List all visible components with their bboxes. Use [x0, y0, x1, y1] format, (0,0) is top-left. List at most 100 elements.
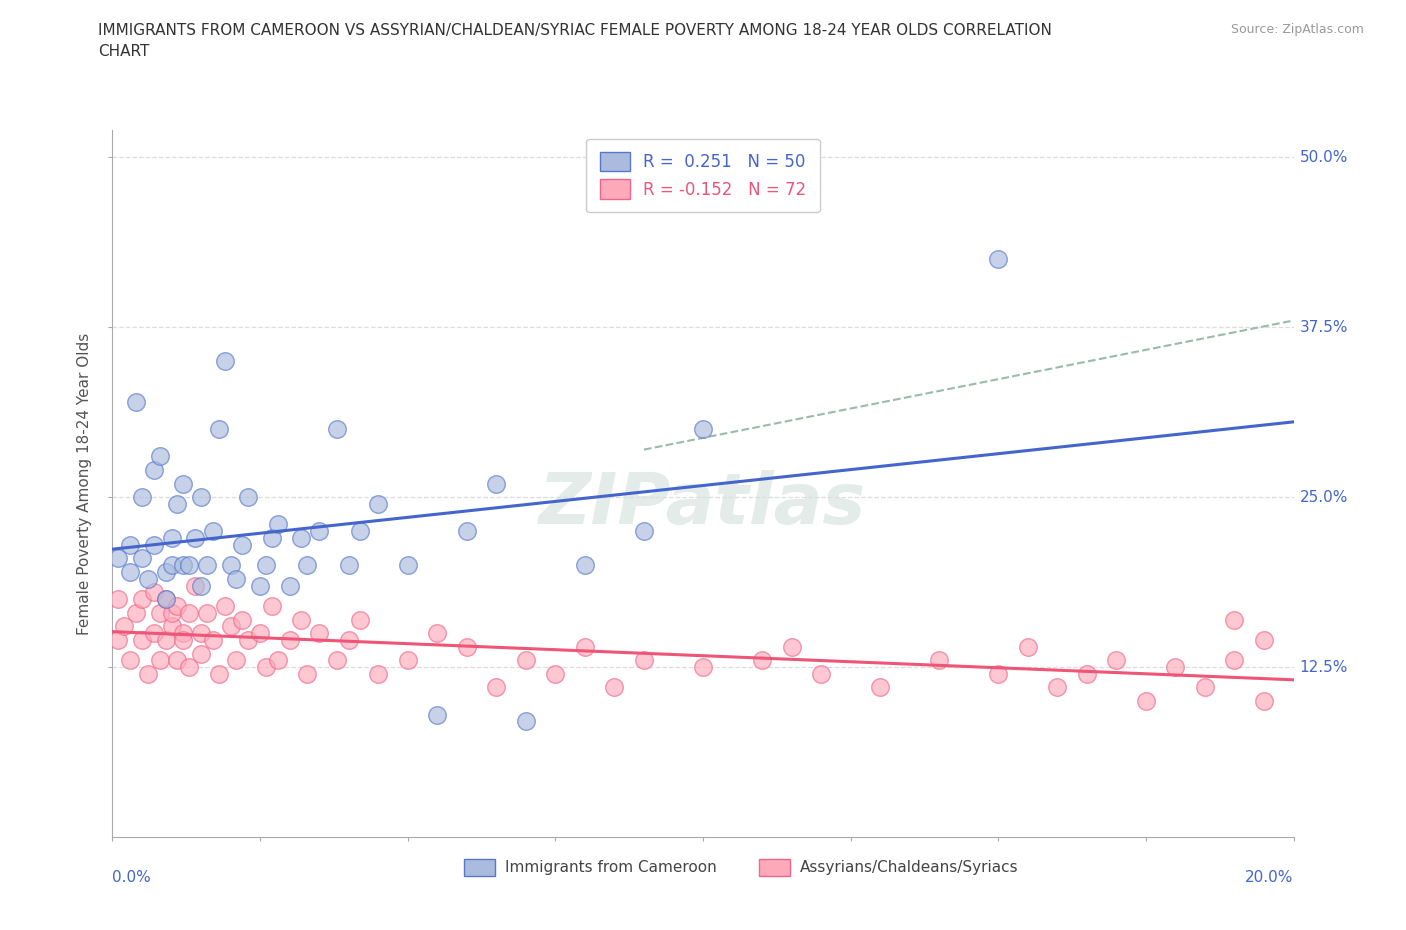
Point: [1253, 694, 1275, 709]
Point: [278, 632, 301, 647]
Point: [172, 632, 194, 647]
Point: [1253, 632, 1275, 647]
Point: [249, 626, 271, 641]
Point: [810, 667, 832, 682]
Point: [142, 538, 165, 552]
Point: [1223, 653, 1246, 668]
Point: [1017, 639, 1039, 654]
Point: [120, 565, 142, 579]
Point: [780, 639, 803, 654]
Point: [195, 558, 218, 573]
Point: [1046, 680, 1069, 695]
Point: [308, 524, 330, 538]
Point: [574, 639, 596, 654]
Point: [195, 605, 218, 620]
Point: [125, 605, 148, 620]
Point: [160, 618, 183, 633]
Point: [1135, 694, 1157, 709]
Point: [120, 538, 142, 552]
Point: [219, 618, 242, 633]
Point: [238, 490, 260, 505]
Point: [633, 524, 655, 538]
Point: [107, 632, 129, 647]
Point: [692, 659, 714, 674]
Point: [278, 578, 301, 593]
Point: [297, 667, 319, 682]
Point: [290, 612, 312, 627]
Point: [238, 632, 260, 647]
Point: [574, 558, 596, 573]
Point: [142, 462, 165, 477]
Text: ZIPatlas: ZIPatlas: [540, 471, 866, 539]
Point: [172, 476, 194, 491]
Text: 25.0%: 25.0%: [1299, 490, 1348, 505]
Point: [751, 653, 773, 668]
Point: [131, 551, 153, 565]
Text: Immigrants from Cameroon: Immigrants from Cameroon: [505, 860, 717, 875]
Point: [260, 530, 283, 545]
Point: [367, 667, 389, 682]
Point: [297, 558, 319, 573]
Text: 37.5%: 37.5%: [1299, 320, 1348, 335]
Point: [308, 626, 330, 641]
Point: [1105, 653, 1128, 668]
Point: [155, 632, 177, 647]
Point: [190, 626, 212, 641]
Point: [208, 422, 231, 437]
Point: [131, 490, 153, 505]
Point: [208, 667, 231, 682]
Point: [184, 578, 207, 593]
Point: [172, 558, 194, 573]
Text: Assyrians/Chaldeans/Syriacs: Assyrians/Chaldeans/Syriacs: [800, 860, 1018, 875]
Text: 12.5%: 12.5%: [1299, 659, 1348, 674]
Point: [131, 591, 153, 606]
Point: [633, 653, 655, 668]
Text: 50.0%: 50.0%: [1299, 150, 1348, 165]
Point: [155, 591, 177, 606]
Point: [367, 497, 389, 512]
Point: [184, 530, 207, 545]
Point: [225, 653, 247, 668]
Point: [142, 626, 165, 641]
Point: [149, 605, 172, 620]
Point: [485, 680, 508, 695]
Point: [396, 653, 419, 668]
Point: [326, 653, 349, 668]
Point: [179, 558, 201, 573]
Point: [249, 578, 271, 593]
Point: [337, 558, 360, 573]
Point: [149, 449, 172, 464]
Point: [254, 659, 277, 674]
Point: [337, 632, 360, 647]
Text: CHART: CHART: [98, 44, 150, 59]
Point: [1223, 612, 1246, 627]
Text: IMMIGRANTS FROM CAMEROON VS ASSYRIAN/CHALDEAN/SYRIAC FEMALE POVERTY AMONG 18-24 : IMMIGRANTS FROM CAMEROON VS ASSYRIAN/CHA…: [98, 23, 1052, 38]
Point: [515, 653, 537, 668]
Point: [160, 605, 183, 620]
Point: [107, 551, 129, 565]
Point: [160, 558, 183, 573]
Point: [544, 667, 567, 682]
Point: [166, 599, 188, 614]
Point: [149, 653, 172, 668]
Point: [190, 578, 212, 593]
Y-axis label: Female Poverty Among 18-24 Year Olds: Female Poverty Among 18-24 Year Olds: [77, 333, 93, 635]
Point: [515, 714, 537, 729]
Point: [107, 591, 129, 606]
Point: [1076, 667, 1098, 682]
Point: [112, 618, 135, 633]
Point: [692, 422, 714, 437]
Point: [136, 571, 159, 586]
Point: [485, 476, 508, 491]
Point: [166, 653, 188, 668]
Point: [136, 667, 159, 682]
Point: [142, 585, 165, 600]
Point: [160, 530, 183, 545]
Point: [155, 565, 177, 579]
Text: Source: ZipAtlas.com: Source: ZipAtlas.com: [1230, 23, 1364, 36]
Point: [190, 646, 212, 661]
Point: [267, 653, 290, 668]
Point: [1194, 680, 1216, 695]
Point: [214, 599, 236, 614]
Point: [155, 591, 177, 606]
